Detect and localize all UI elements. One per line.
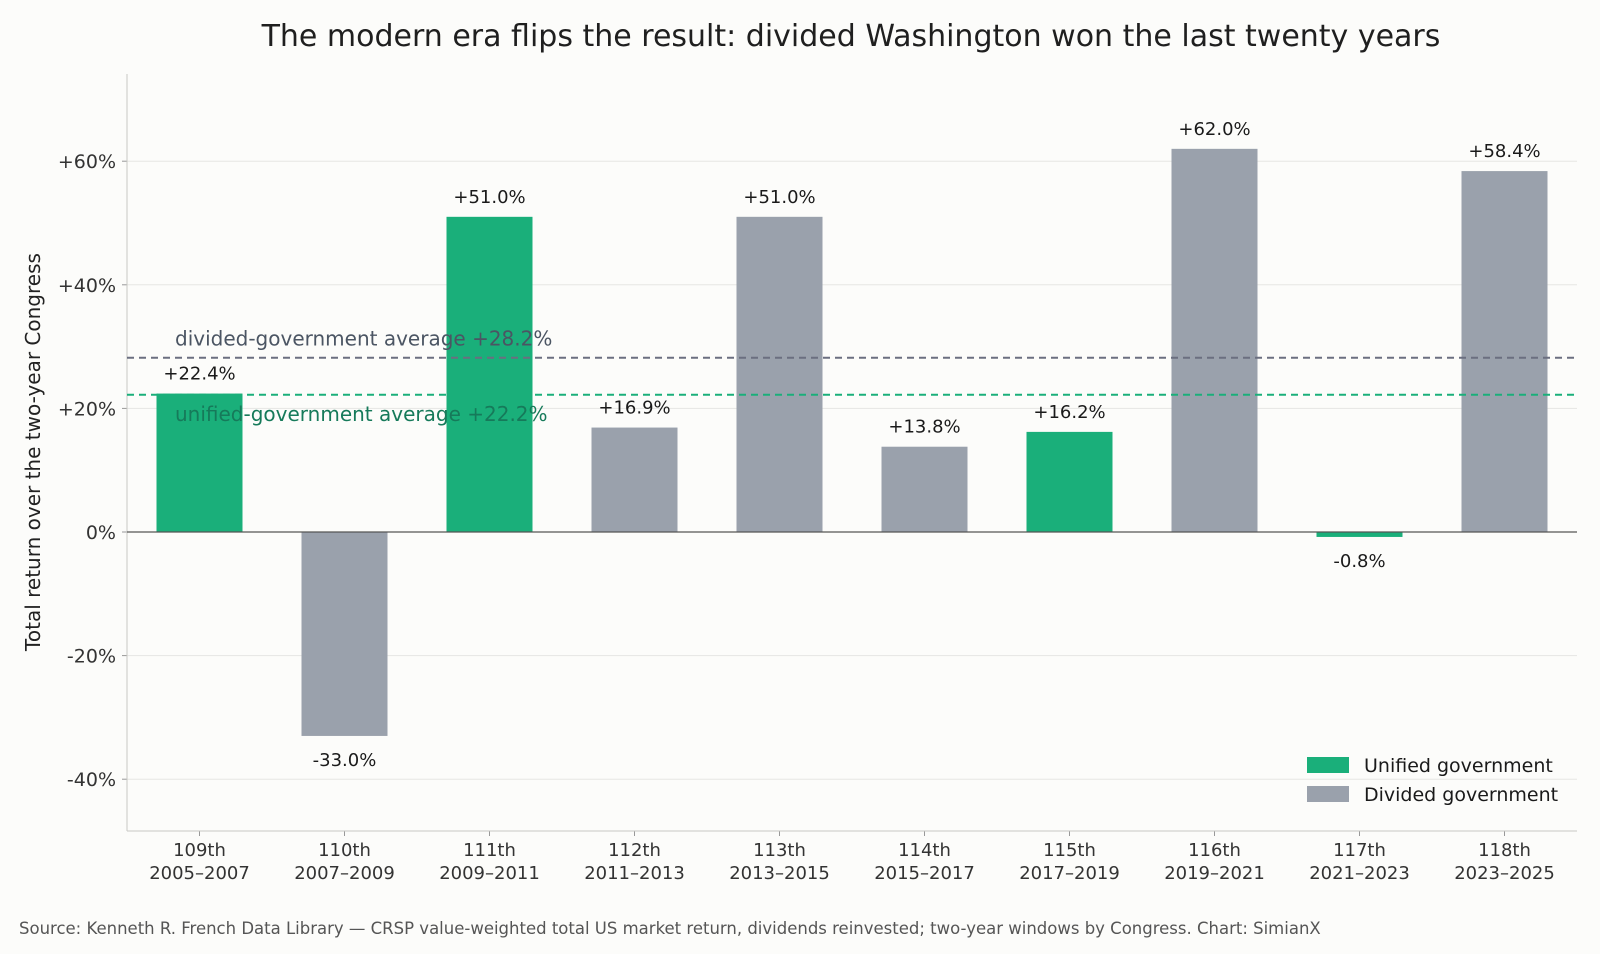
data-label-112th: +16.9%: [598, 398, 670, 419]
source-note: Source: Kenneth R. French Data Library —…: [19, 919, 1321, 938]
legend-swatch-divided: [1307, 786, 1349, 802]
unified-average-label: unified-government average +22.2%: [175, 402, 548, 426]
x-tick-congress-116th: 116th: [1188, 840, 1241, 861]
bar-116th: [1171, 148, 1258, 532]
data-label-118th: +58.4%: [1468, 141, 1540, 162]
data-label-115th: +16.2%: [1033, 402, 1105, 423]
legend-swatch-unified: [1307, 757, 1349, 773]
x-tick-years-114th: 2015–2017: [874, 863, 975, 884]
bar-114th: [881, 446, 968, 532]
legend: Unified government Divided government: [1307, 755, 1558, 806]
data-label-111th: +51.0%: [453, 187, 525, 208]
x-tick-years-117th: 2021–2023: [1309, 863, 1410, 884]
y-tick-label: 0%: [86, 522, 116, 544]
legend-label-divided: Divided government: [1364, 784, 1558, 806]
bar-111th: [446, 216, 533, 532]
bar-109th: [156, 393, 243, 532]
x-tick-congress-114th: 114th: [898, 840, 951, 861]
divided-average-label: divided-government average +28.2%: [175, 327, 552, 351]
x-tick-years-109th: 2005–2007: [149, 863, 250, 884]
data-label-110th: -33.0%: [313, 750, 377, 771]
x-tick-congress-109th: 109th: [173, 840, 226, 861]
y-tick-label: +20%: [58, 398, 116, 420]
data-labels: +22.4% -33.0% +51.0% +16.9% +51.0% +13.8% +16.…: [163, 119, 1540, 771]
x-tick-years-113th: 2013–2015: [729, 863, 830, 884]
x-tick-congress-110th: 110th: [318, 840, 371, 861]
data-label-114th: +13.8%: [888, 417, 960, 438]
chart-title: The modern era flips the result: divided…: [261, 19, 1441, 54]
y-tick-label: +40%: [58, 275, 116, 297]
x-tick-congress-115th: 115th: [1043, 840, 1096, 861]
x-tick-congress-118th: 118th: [1478, 840, 1531, 861]
x-tick-years-115th: 2017–2019: [1019, 863, 1120, 884]
bar-110th: [301, 532, 388, 736]
axes: [126, 74, 1577, 832]
x-tick-years-118th: 2023–2025: [1454, 863, 1555, 884]
average-lines: divided-government average +28.2% unified…: [127, 327, 1577, 426]
x-tick-congress-113th: 113th: [753, 840, 806, 861]
x-tick-congress-117th: 117th: [1333, 840, 1386, 861]
data-label-116th: +62.0%: [1178, 119, 1250, 140]
y-tick-label: +60%: [58, 151, 116, 173]
y-ticks: -40% -20% 0% +20% +40% +60%: [58, 151, 127, 791]
data-label-113th: +51.0%: [743, 187, 815, 208]
legend-label-unified: Unified government: [1364, 755, 1553, 777]
bar-117th: [1316, 532, 1403, 537]
bars: [156, 148, 1548, 736]
y-axis-label: Total return over the two-year Congress: [21, 253, 45, 652]
data-label-117th: -0.8%: [1333, 551, 1385, 572]
x-tick-years-111th: 2009–2011: [439, 863, 540, 884]
x-tick-years-116th: 2019–2021: [1164, 863, 1265, 884]
x-tick-years-112th: 2011–2013: [584, 863, 685, 884]
y-tick-label: -40%: [67, 769, 116, 791]
bar-112th: [591, 427, 678, 532]
bar-113th: [736, 216, 823, 532]
bar-118th: [1461, 171, 1548, 532]
x-tick-years-110th: 2007–2009: [294, 863, 395, 884]
x-tick-congress-112th: 112th: [608, 840, 661, 861]
data-label-109th: +22.4%: [163, 364, 235, 385]
x-tick-congress-111th: 111th: [463, 840, 516, 861]
bar-115th: [1026, 431, 1113, 532]
y-tick-label: -20%: [67, 646, 116, 668]
